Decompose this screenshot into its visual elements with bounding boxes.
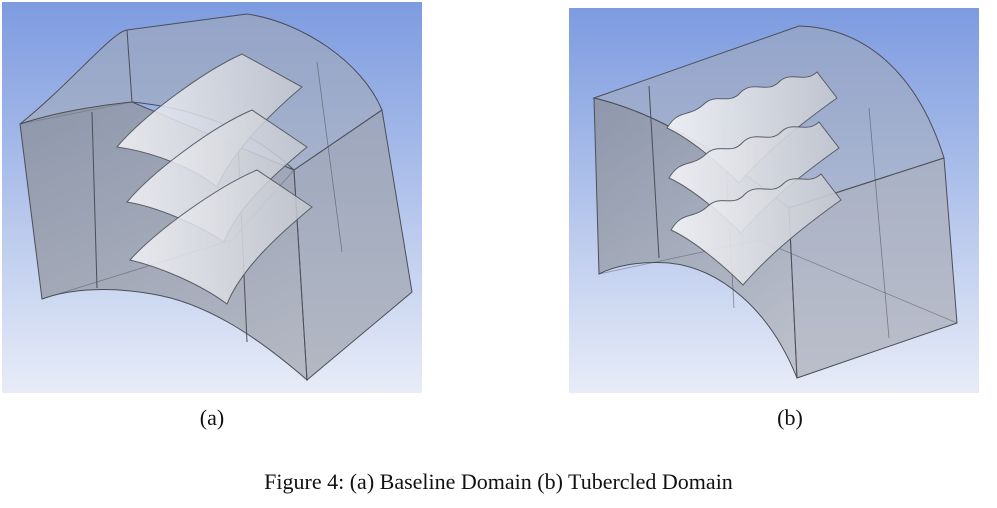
panel-label-a: (a)	[199, 405, 225, 430]
tubercled-domain-render	[569, 8, 979, 393]
baseline-domain-render	[2, 2, 422, 393]
figure-caption: Figure 4: (a) Baseline Domain (b) Tuberc…	[264, 469, 733, 494]
baseline-domain-svg	[2, 2, 422, 393]
tubercled-domain-svg	[569, 8, 979, 393]
tubercled-blade-group	[666, 71, 842, 286]
panel-label-b: (b)	[777, 405, 803, 430]
blade-group	[116, 53, 313, 305]
